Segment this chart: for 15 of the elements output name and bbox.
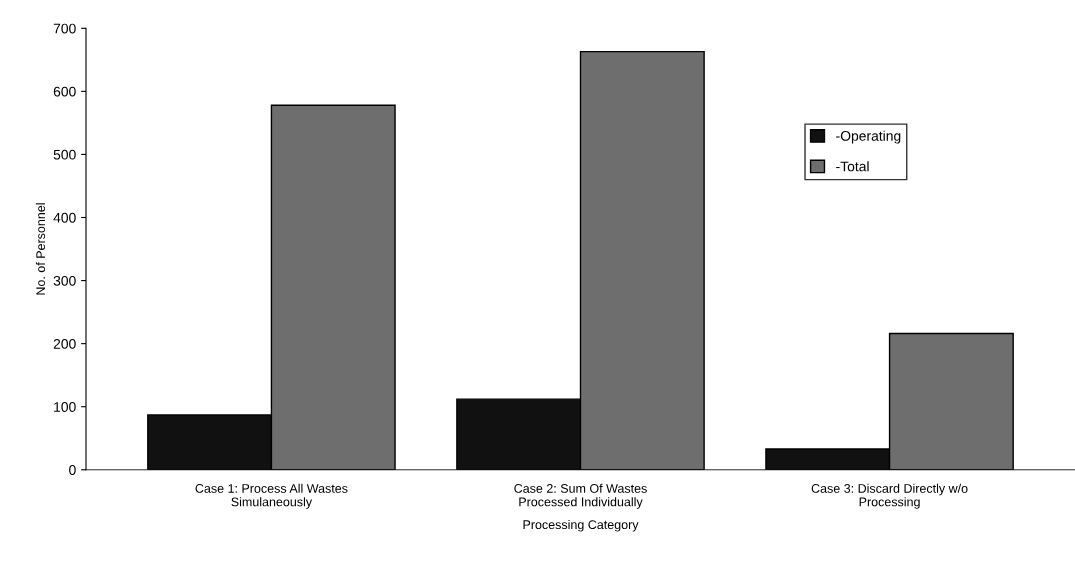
y-axis-title: No. of Personnel [35, 203, 46, 295]
legend-label: -Operating [836, 130, 901, 144]
y-tick-label: 500 [53, 149, 76, 160]
x-tick-label: Case 2: Sum Of Wastes Processed Individually [514, 483, 647, 509]
x-tick-label: Case 1: Process All Wastes Simulaneously [195, 483, 348, 509]
x-axis-title: Processing Category [523, 519, 639, 532]
legend-label: -Total [836, 161, 869, 172]
y-tick-label: 200 [53, 338, 76, 349]
x-tick-label: Case 3: Discard Directly w/o Processing [811, 483, 968, 509]
y-tick-label: 400 [53, 212, 76, 223]
y-tick-label: 700 [53, 23, 76, 34]
y-tick-label: 0 [69, 465, 76, 475]
y-tick-label: 300 [53, 275, 76, 286]
y-tick-label: 100 [54, 402, 76, 412]
y-tick-label: 600 [53, 86, 76, 97]
